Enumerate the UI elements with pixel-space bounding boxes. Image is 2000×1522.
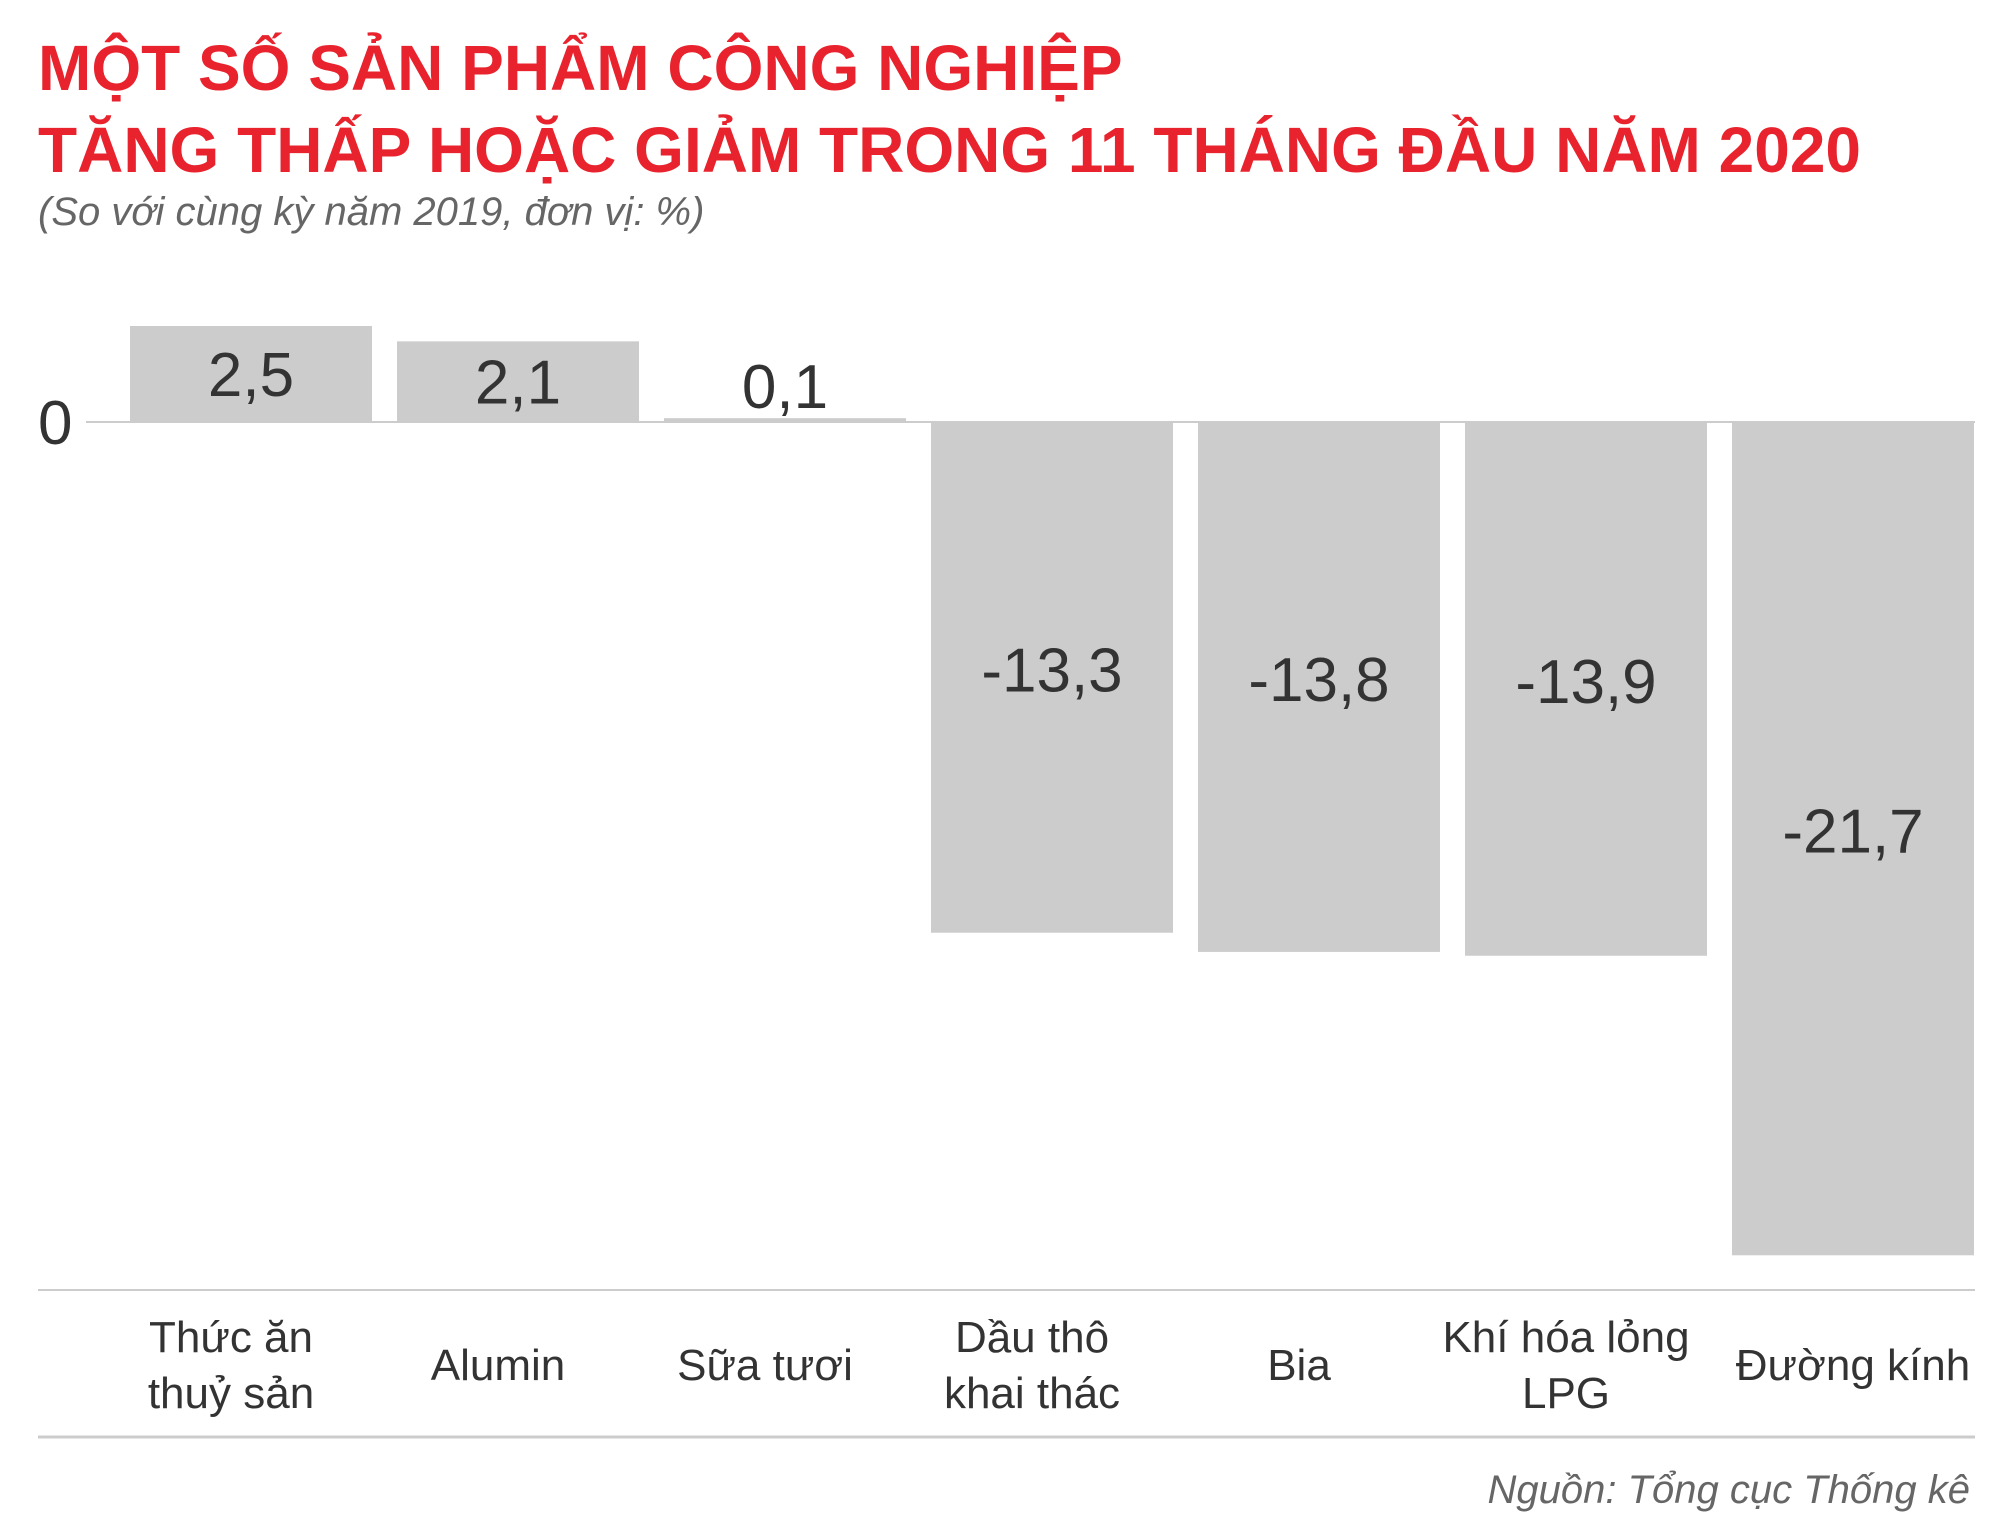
- bar-4: [1198, 422, 1440, 952]
- bar-3: [931, 422, 1173, 933]
- source-note: Nguồn: Tổng cục Thống kê: [1487, 1468, 1970, 1512]
- category-label-5: Khí hóa lỏng LPG: [1442, 1313, 1689, 1418]
- bar-5: [1465, 422, 1707, 956]
- chart-title-line2: TĂNG THẤP HOẶC GIẢM TRONG 11 THÁNG ĐẦU N…: [38, 114, 1861, 186]
- category-label-3-line-0: Dầu thô: [955, 1313, 1109, 1362]
- chart-subtitle: (So với cùng kỳ năm 2019, đơn vị: %): [38, 190, 705, 234]
- category-label-5-line-0: Khí hóa lỏng: [1442, 1313, 1689, 1362]
- category-label-0-line-0: Thức ăn: [149, 1313, 313, 1362]
- value-label-4: -13,8: [1248, 646, 1389, 715]
- category-label-1: Alumin: [431, 1341, 566, 1390]
- value-label-6: -21,7: [1782, 798, 1923, 867]
- category-label-4: Bia: [1267, 1341, 1331, 1390]
- category-label-3: Dầu thô khai thác: [944, 1313, 1120, 1418]
- category-label-0: Thức ăn thuỷ sản: [148, 1313, 314, 1418]
- bar-1: [397, 341, 639, 422]
- value-label-5: -13,9: [1515, 648, 1656, 717]
- bar-6: [1732, 422, 1974, 1256]
- bar-0: [130, 326, 372, 422]
- chart-title-line1: MỘT SỐ SẢN PHẨM CÔNG NGHIỆP: [38, 32, 1123, 104]
- value-label-1: 2,1: [475, 349, 561, 418]
- y-tick-label-0: 0: [38, 389, 72, 458]
- category-label-6: Đường kính: [1736, 1341, 1970, 1390]
- value-label-2: 0,1: [742, 353, 828, 422]
- category-label-2-line-0: Sữa tươi: [677, 1341, 853, 1390]
- category-label-0-line-1: thuỷ sản: [148, 1369, 314, 1418]
- category-label-2: Sữa tươi: [677, 1341, 853, 1390]
- value-label-0: 2,5: [208, 341, 294, 410]
- category-label-1-line-0: Alumin: [431, 1341, 566, 1390]
- bar-2: [664, 418, 906, 422]
- value-label-3: -13,3: [981, 636, 1122, 705]
- category-label-4-line-0: Bia: [1267, 1341, 1331, 1390]
- category-label-6-line-0: Đường kính: [1736, 1341, 1970, 1390]
- category-label-5-line-1: LPG: [1522, 1369, 1610, 1418]
- category-label-3-line-1: khai thác: [944, 1369, 1120, 1418]
